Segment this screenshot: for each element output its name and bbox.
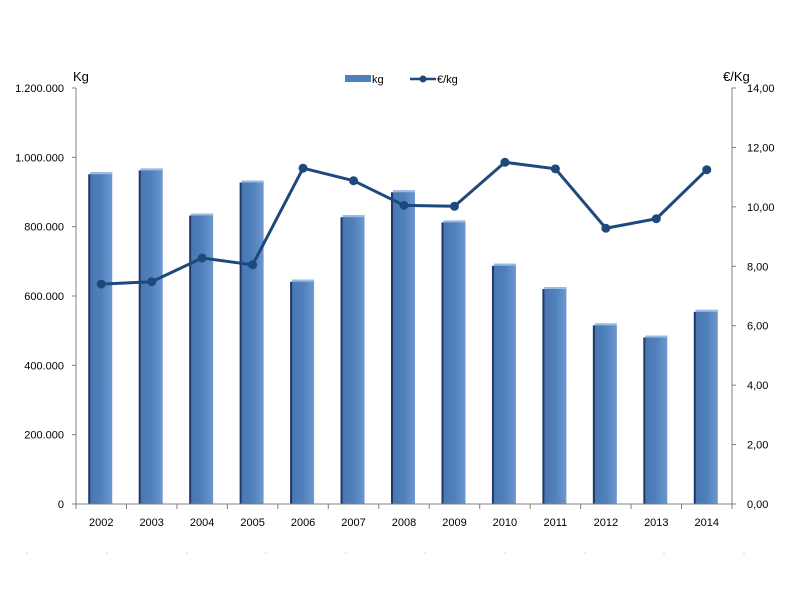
line-point bbox=[349, 176, 359, 186]
bar-shadow bbox=[88, 174, 92, 505]
y-tick-label: 1.000.000 bbox=[15, 152, 64, 164]
bar-cap bbox=[140, 168, 163, 171]
bar-cap bbox=[90, 172, 113, 175]
line-point bbox=[449, 201, 459, 211]
line-point bbox=[197, 253, 207, 263]
axes bbox=[72, 87, 736, 509]
bar-shadow bbox=[391, 192, 394, 504]
bar bbox=[393, 190, 415, 504]
tick-labels: 0 200.000 400.000 600.000 800.000 1.000.000 1.… bbox=[15, 83, 774, 529]
line-point bbox=[500, 157, 510, 167]
bar-shadow bbox=[290, 281, 294, 504]
line-point bbox=[147, 277, 157, 287]
x-tick-label: 2002 bbox=[89, 517, 113, 529]
x-tick-label: 2007 bbox=[341, 517, 365, 529]
bar-cap bbox=[292, 279, 315, 282]
line-point bbox=[702, 165, 712, 175]
x-tick-label: 2012 bbox=[594, 517, 618, 529]
bar bbox=[342, 215, 365, 504]
bar-cap bbox=[342, 215, 365, 218]
y2-tick-label: 8,00 bbox=[747, 261, 768, 273]
y2-tick-label: 4,00 bbox=[747, 380, 768, 392]
x-tick-label: 2009 bbox=[442, 517, 466, 529]
y2-tick-label: 2,00 bbox=[747, 440, 768, 452]
bar-cap bbox=[594, 323, 617, 326]
x-tick-label: 2005 bbox=[240, 517, 264, 529]
line-series bbox=[96, 157, 712, 289]
bar-cap bbox=[443, 220, 466, 223]
legend-swatch-kg bbox=[345, 75, 371, 82]
footer-dots bbox=[26, 552, 745, 554]
line-point bbox=[601, 223, 611, 233]
y-tick-label: 200.000 bbox=[24, 430, 64, 442]
bar-shadow bbox=[592, 325, 596, 504]
bar-cap bbox=[695, 309, 718, 312]
y2-tick-label: 6,00 bbox=[747, 321, 768, 333]
bar bbox=[493, 263, 516, 504]
bar-shadow bbox=[643, 337, 647, 504]
line-point bbox=[550, 164, 560, 174]
bar-cap bbox=[393, 190, 415, 193]
x-tick-label: 2006 bbox=[291, 517, 315, 529]
bar-shadow bbox=[340, 217, 344, 504]
bar bbox=[90, 172, 113, 505]
x-tick-label: 2010 bbox=[493, 517, 517, 529]
legend-marker bbox=[419, 75, 427, 83]
bar-cap bbox=[544, 286, 567, 289]
bar-cap bbox=[241, 180, 264, 183]
y2-axis-label: €/Kg bbox=[723, 69, 750, 84]
bar-shadow bbox=[693, 311, 697, 504]
y-tick-label: 0 bbox=[58, 499, 64, 511]
bar bbox=[241, 180, 264, 504]
bar bbox=[645, 335, 668, 504]
line-point bbox=[96, 279, 106, 289]
bar-shadow bbox=[441, 222, 445, 504]
line-point bbox=[248, 260, 258, 270]
y2-tick-label: 12,00 bbox=[747, 142, 775, 154]
x-tick-label: 2003 bbox=[139, 517, 163, 529]
legend-label-kg: kg bbox=[372, 74, 384, 86]
bar bbox=[191, 213, 214, 504]
bar-cap bbox=[645, 335, 668, 338]
x-tick-label: 2008 bbox=[392, 517, 416, 529]
y-tick-label: 1.200.000 bbox=[15, 83, 64, 95]
bar bbox=[140, 168, 163, 504]
y-tick-label: 800.000 bbox=[24, 222, 64, 234]
bar-shadow bbox=[542, 288, 546, 504]
y-tick-label: 400.000 bbox=[24, 360, 64, 372]
bar-series bbox=[88, 168, 718, 505]
y2-tick-label: 0,00 bbox=[747, 499, 768, 511]
legend-label-eur-kg: €/kg bbox=[437, 74, 458, 86]
bar bbox=[695, 309, 718, 504]
x-tick-label: 2014 bbox=[695, 517, 719, 529]
x-tick-label: 2004 bbox=[190, 517, 214, 529]
x-tick-label: 2011 bbox=[544, 517, 568, 529]
line-point bbox=[399, 200, 409, 210]
bar bbox=[443, 220, 466, 504]
bar-shadow bbox=[239, 182, 243, 504]
legend: kg €/kg bbox=[345, 74, 458, 86]
y-axis-label: Kg bbox=[73, 69, 89, 84]
bar bbox=[594, 323, 617, 504]
y-tick-label: 600.000 bbox=[24, 291, 64, 303]
y2-tick-label: 14,00 bbox=[747, 83, 775, 95]
line-point bbox=[651, 214, 661, 224]
y2-tick-label: 10,00 bbox=[747, 202, 775, 214]
bar-cap bbox=[191, 213, 214, 216]
bar bbox=[544, 286, 567, 504]
bar bbox=[292, 279, 315, 504]
bar-shadow bbox=[138, 170, 142, 504]
bar-shadow bbox=[189, 215, 193, 504]
bar-cap bbox=[493, 263, 516, 266]
line-point bbox=[298, 163, 308, 173]
x-tick-label: 2013 bbox=[644, 517, 668, 529]
bar-shadow bbox=[491, 265, 495, 504]
